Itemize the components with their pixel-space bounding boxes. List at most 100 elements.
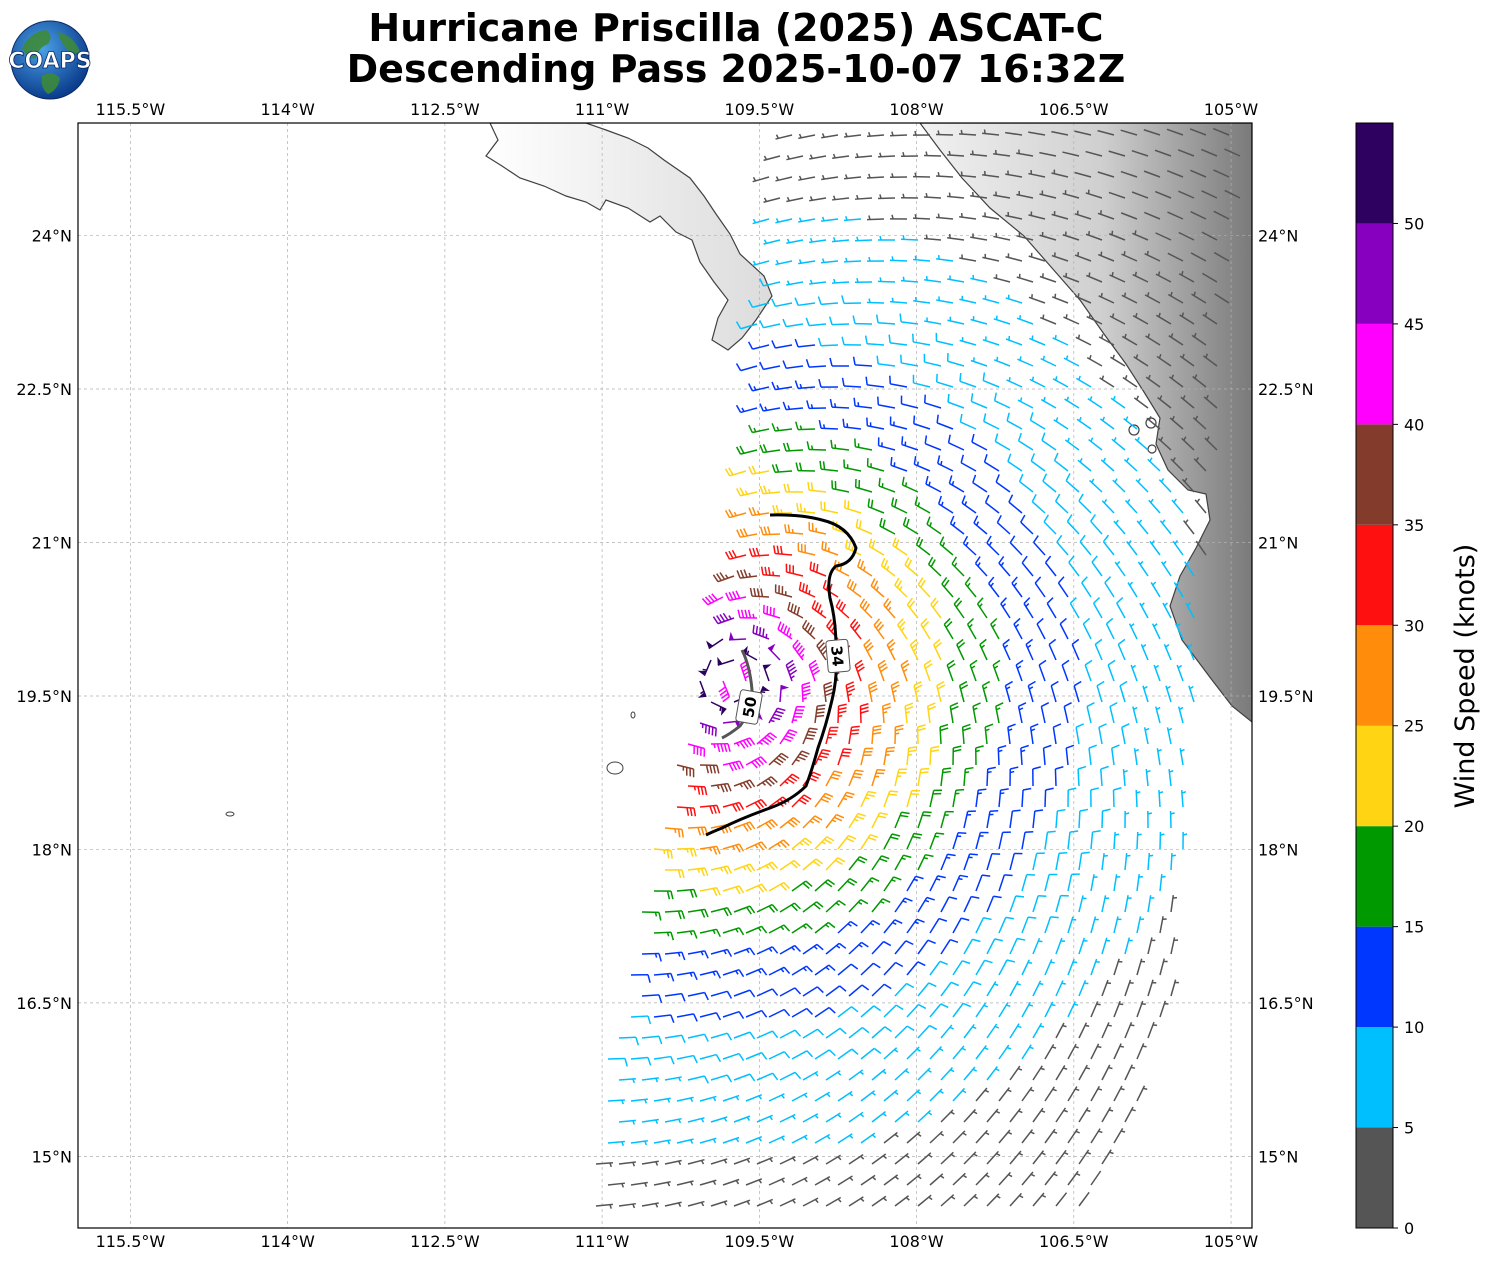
lon-tick-top-6: 106.5°W bbox=[1039, 100, 1109, 119]
wind-barb-471 bbox=[1104, 576, 1115, 598]
wind-barb-639 bbox=[952, 745, 962, 766]
wind-barb-1084 bbox=[871, 1153, 887, 1165]
colorbar-tick-9: 45 bbox=[1404, 315, 1424, 334]
wind-barb-245 bbox=[1156, 353, 1172, 367]
wind-barb-1113 bbox=[1021, 1171, 1036, 1186]
wind-barb-1117 bbox=[595, 1203, 613, 1209]
wind-barb-74 bbox=[1039, 190, 1057, 199]
wind-barb-237 bbox=[970, 357, 988, 367]
wind-barb-791 bbox=[710, 906, 733, 917]
wind-barb-546 bbox=[854, 659, 865, 682]
wind-barb-476 bbox=[737, 609, 758, 619]
wind-barb-141 bbox=[1144, 250, 1161, 262]
wind-barb-1122 bbox=[710, 1200, 728, 1207]
wind-barb-650 bbox=[687, 785, 708, 796]
wind-barb-238 bbox=[993, 356, 1011, 367]
wind-barb-28 bbox=[946, 150, 965, 157]
wind-barb-43 bbox=[798, 175, 816, 181]
wind-barb-649 bbox=[1179, 748, 1185, 766]
wind-barb-673 bbox=[699, 804, 721, 815]
wind-barb-890 bbox=[802, 986, 824, 997]
wind-barb-300 bbox=[1006, 412, 1023, 430]
wind-barb-760 bbox=[1078, 851, 1090, 871]
wind-barb-540 bbox=[718, 680, 731, 703]
wind-barb-129 bbox=[866, 256, 885, 262]
wind-barb-817 bbox=[768, 924, 791, 934]
wind-barb-503 bbox=[873, 618, 885, 640]
wind-barb-726 bbox=[837, 834, 857, 850]
wind-barb-596 bbox=[995, 702, 1004, 724]
gridlines bbox=[78, 123, 1252, 1228]
wind-barb-947 bbox=[986, 1023, 1000, 1039]
wind-barb-401 bbox=[949, 515, 965, 535]
wind-barb-1042 bbox=[986, 1108, 1001, 1123]
wind-barb-212 bbox=[864, 335, 885, 346]
wind-barb-981 bbox=[664, 1076, 682, 1082]
wind-barb-654 bbox=[779, 773, 800, 787]
wind-barb-102 bbox=[1190, 210, 1207, 220]
wind-barb-91 bbox=[936, 213, 954, 220]
wind-barb-460 bbox=[846, 578, 862, 598]
wind-barb-32 bbox=[1039, 151, 1057, 157]
wind-barb-1136 bbox=[1032, 1192, 1047, 1207]
wind-barb-651 bbox=[710, 782, 732, 793]
wind-barb-466 bbox=[988, 576, 1000, 598]
wind-barb-797 bbox=[848, 898, 869, 913]
wind-barb-42 bbox=[775, 176, 793, 182]
wind-barb-315 bbox=[877, 437, 896, 451]
wind-barb-793 bbox=[756, 903, 779, 913]
wind-barb-332 bbox=[771, 463, 793, 474]
wind-barb-26 bbox=[900, 151, 919, 157]
wind-barb-456 bbox=[749, 587, 770, 598]
wind-barb-928 bbox=[1113, 1000, 1124, 1018]
wind-barb-718 bbox=[653, 848, 673, 859]
wind-barb-262 bbox=[1075, 375, 1092, 388]
wind-barb-884 bbox=[664, 992, 686, 1002]
wind-barb-510 bbox=[1036, 617, 1046, 640]
wind-barb-757 bbox=[1009, 852, 1023, 871]
wind-barb-598 bbox=[1040, 702, 1050, 724]
wind-barb-17 bbox=[1166, 128, 1184, 136]
wind-barb-433 bbox=[712, 572, 735, 583]
colorbar-segment-6 bbox=[1356, 524, 1393, 626]
lon-tick-bottom-4: 109.5°W bbox=[725, 1232, 795, 1251]
wind-barb-96 bbox=[1051, 211, 1069, 220]
wind-barb-755 bbox=[963, 853, 978, 871]
wind-barb-663 bbox=[986, 766, 996, 787]
wind-barb-106 bbox=[809, 237, 827, 244]
wind-barb-250 bbox=[794, 380, 816, 390]
wind-barb-125 bbox=[775, 259, 793, 266]
wind-barb-830 bbox=[1067, 916, 1077, 934]
wind-barb-359 bbox=[925, 475, 942, 493]
wind-barb-1017 bbox=[952, 1087, 967, 1102]
wind-barb-86 bbox=[821, 216, 839, 222]
lat-tick-right-6: 15°N bbox=[1258, 1147, 1298, 1166]
wind-barb-731 bbox=[952, 832, 967, 850]
wind-barb-380 bbox=[937, 495, 954, 514]
wind-barb-999 bbox=[1078, 1064, 1090, 1081]
lat-tick-left-6: 15°N bbox=[32, 1147, 72, 1166]
wind-barb-579 bbox=[1119, 680, 1128, 703]
wind-barb-1077 bbox=[710, 1158, 728, 1165]
wind-barb-197 bbox=[993, 315, 1011, 325]
wind-barb-1056 bbox=[768, 1135, 785, 1144]
wind-barb-1012 bbox=[837, 1090, 854, 1102]
wind-barb-25 bbox=[877, 152, 896, 158]
wind-barb-708 bbox=[963, 810, 976, 829]
wind-barb-38 bbox=[1177, 149, 1195, 157]
wind-barb-282 bbox=[1064, 396, 1080, 409]
wind-barb-399 bbox=[902, 517, 919, 535]
wind-barb-825 bbox=[952, 917, 970, 934]
wind-barb-720 bbox=[699, 845, 721, 855]
wind-barb-355 bbox=[831, 480, 850, 493]
wind-barb-20 bbox=[763, 155, 781, 162]
colorbar-tick-1: 5 bbox=[1404, 1119, 1414, 1138]
wind-barb-749 bbox=[825, 857, 846, 871]
wind-barb-426 bbox=[1056, 534, 1069, 556]
wind-barb-434 bbox=[736, 569, 758, 579]
wind-barb-987 bbox=[802, 1070, 819, 1081]
wind-barb-833 bbox=[1136, 916, 1145, 934]
wind-barb-265 bbox=[1145, 374, 1161, 388]
wind-barb-629 bbox=[722, 760, 744, 772]
wind-barb-782 bbox=[1044, 873, 1058, 892]
